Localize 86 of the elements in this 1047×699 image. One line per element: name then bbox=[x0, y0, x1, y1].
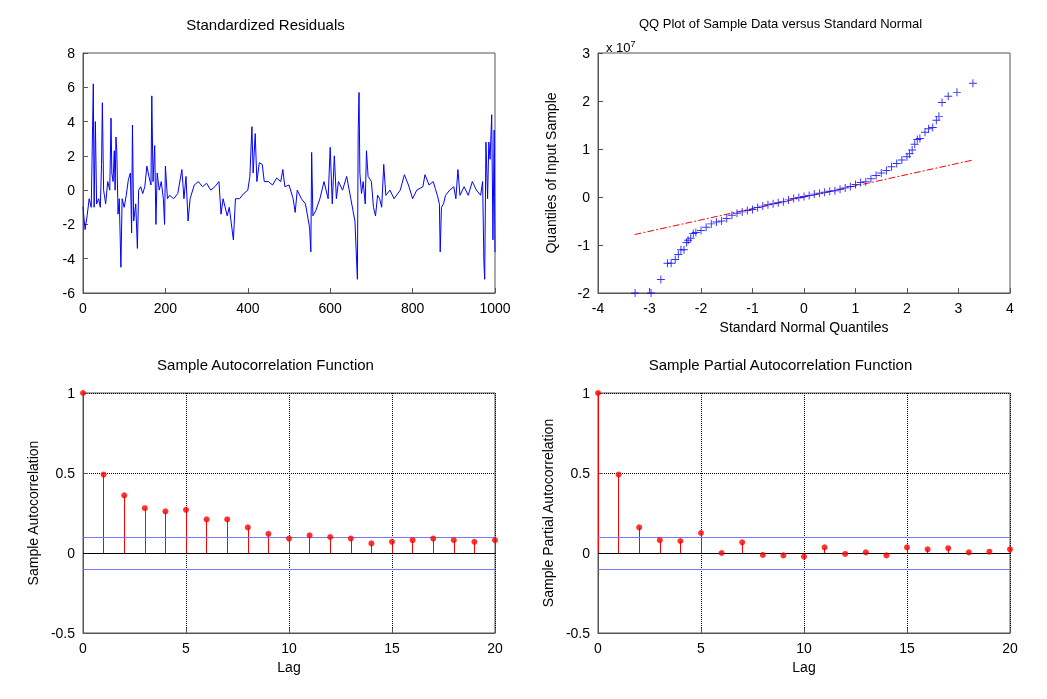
point bbox=[862, 549, 869, 556]
y-tick-label: -0.5 bbox=[565, 625, 591, 641]
x-tick-label: 800 bbox=[400, 300, 425, 316]
point bbox=[162, 508, 169, 515]
point bbox=[450, 537, 457, 544]
x-tick-label: 15 bbox=[384, 640, 400, 656]
point bbox=[759, 551, 766, 558]
point bbox=[677, 538, 684, 544]
chart-title: Standardized Residuals bbox=[186, 16, 345, 33]
point bbox=[224, 516, 231, 523]
point bbox=[471, 538, 478, 545]
y-tick-label: 0 bbox=[67, 182, 76, 199]
x-tick-label: 1000 bbox=[479, 300, 511, 316]
chart-title: QQ Plot of Sample Data versus Standard Normal bbox=[638, 16, 923, 31]
point bbox=[389, 538, 395, 545]
y-axis-title: Quantiles of Input Sample bbox=[543, 92, 559, 254]
point bbox=[368, 540, 375, 547]
point bbox=[306, 532, 313, 539]
y-tick-label: 2 bbox=[67, 147, 76, 164]
y-tick-label: -6 bbox=[62, 285, 76, 301]
x-tick-label: 200 bbox=[153, 300, 178, 316]
x-tick-label: 10 bbox=[281, 640, 297, 656]
x-tick-label: 0 bbox=[79, 300, 88, 316]
x-tick-label: 5 bbox=[182, 640, 191, 656]
y-tick-label: 4 bbox=[67, 113, 76, 130]
y-tick-label: -2 bbox=[577, 285, 591, 301]
y-tick-label: 0 bbox=[582, 545, 591, 561]
chart-title: Sample Autocorrelation Function bbox=[157, 356, 374, 373]
y-tick-label: 0 bbox=[582, 189, 591, 205]
line-series bbox=[82, 83, 496, 280]
point bbox=[430, 535, 437, 542]
x-tick-label: -1 bbox=[746, 300, 759, 316]
x-tick-label: 2 bbox=[903, 300, 912, 316]
x-axis-title: Standard Normal Quantiles bbox=[719, 318, 889, 335]
y-tick-label: -0.5 bbox=[50, 625, 76, 641]
point bbox=[739, 539, 746, 546]
point bbox=[347, 535, 354, 542]
x-tick-label: 4 bbox=[1006, 300, 1015, 316]
point bbox=[492, 537, 498, 544]
x-axis-title: Lag bbox=[277, 658, 301, 675]
point bbox=[409, 537, 416, 544]
x-tick-label: 0 bbox=[79, 640, 88, 656]
y-tick-label: -2 bbox=[62, 216, 76, 233]
x-tick-label: 10 bbox=[796, 640, 812, 656]
y-tick-label: -4 bbox=[62, 250, 76, 267]
y-tick-label: 2 bbox=[582, 93, 591, 109]
point bbox=[265, 530, 272, 537]
x-axis-title: Lag bbox=[792, 658, 816, 675]
point bbox=[244, 524, 251, 531]
x-tick-label: 15 bbox=[899, 640, 915, 656]
point bbox=[698, 530, 704, 536]
x-tick-label: 3 bbox=[954, 300, 963, 316]
y-tick-label: 0 bbox=[67, 545, 76, 561]
x-tick-label: 1 bbox=[851, 300, 860, 316]
point bbox=[656, 537, 663, 544]
y-tick-label: 0.5 bbox=[570, 465, 591, 481]
point bbox=[286, 535, 292, 542]
point bbox=[141, 505, 148, 512]
x-tick-label: 0 bbox=[800, 300, 809, 316]
x-tick-label: 400 bbox=[236, 300, 260, 316]
x-tick-label: 5 bbox=[697, 640, 706, 656]
chart-title: Sample Partial Autocorrelation Function bbox=[648, 356, 913, 373]
x-tick-label: 20 bbox=[487, 640, 503, 656]
x-tick-label: 600 bbox=[318, 300, 343, 316]
y-tick-label: 1 bbox=[67, 385, 76, 401]
y-tick-label: -1 bbox=[577, 237, 591, 253]
y-tick-label: 3 bbox=[582, 45, 591, 61]
y-axis-title: Sample Partial Autocorrelation bbox=[539, 418, 556, 608]
y-tick-label: 8 bbox=[67, 45, 76, 61]
y-axis-title: Sample Autocorrelation bbox=[24, 440, 41, 586]
point bbox=[636, 524, 643, 531]
x-tick-label: -3 bbox=[643, 300, 656, 316]
y-tick-label: 0.5 bbox=[55, 465, 76, 481]
point bbox=[615, 471, 622, 478]
x-tick-label: 0 bbox=[594, 640, 603, 656]
y-tick-label: 1 bbox=[582, 385, 591, 401]
y-tick-label: 1 bbox=[582, 141, 591, 157]
point bbox=[100, 471, 107, 478]
point bbox=[121, 492, 128, 499]
point bbox=[327, 534, 334, 540]
point bbox=[183, 506, 189, 513]
point bbox=[203, 516, 210, 523]
y-tick-label: 6 bbox=[67, 79, 76, 96]
x-tick-label: -2 bbox=[694, 300, 708, 316]
x-tick-label: 20 bbox=[1002, 640, 1018, 656]
point bbox=[965, 549, 972, 556]
